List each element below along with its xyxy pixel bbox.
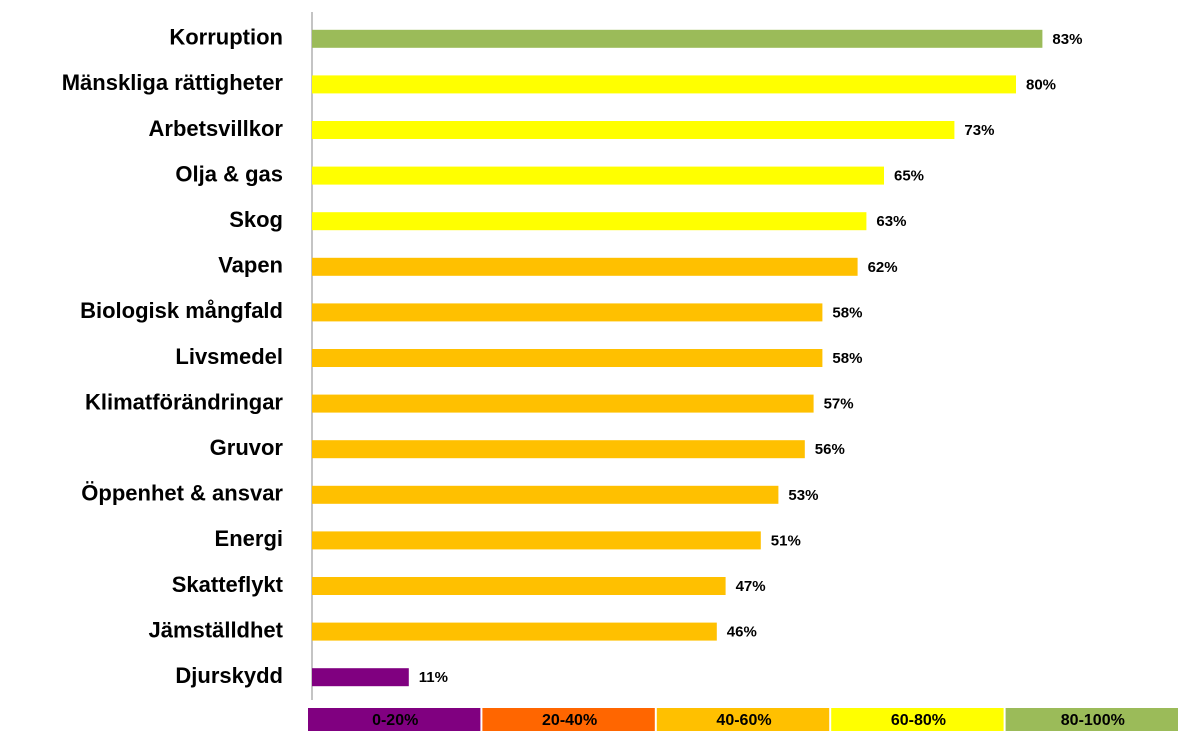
bar: [312, 577, 726, 595]
value-label: 63%: [876, 213, 906, 230]
value-label: 47%: [736, 578, 766, 595]
bar: [312, 303, 823, 322]
value-label: 80%: [1026, 76, 1056, 93]
bar: [312, 166, 884, 185]
legend-swatch: [482, 708, 655, 731]
bar: [312, 668, 409, 687]
legend-swatch: [308, 708, 481, 731]
category-label: Öppenhet & ansvar: [81, 481, 283, 506]
value-label: 83%: [1052, 31, 1082, 48]
value-label: 56%: [815, 441, 845, 458]
category-label: Gruvor: [210, 435, 284, 460]
category-label: Djurskydd: [175, 663, 283, 688]
bar: [312, 622, 717, 641]
value-label: 11%: [419, 669, 448, 686]
category-label: Jämställdhet: [149, 617, 284, 642]
bar: [312, 121, 955, 139]
bar: [312, 29, 1043, 48]
value-label: 57%: [824, 396, 854, 413]
legend-label: 0-20%: [372, 712, 418, 729]
legend-swatch: [831, 708, 1004, 731]
legend-swatch: [656, 708, 830, 731]
category-label: Korruption: [169, 25, 283, 50]
value-label: 51%: [771, 532, 801, 549]
category-label: Mänskliga rättigheter: [62, 70, 284, 95]
category-label: Olja & gas: [175, 161, 283, 186]
category-label: Skatteflykt: [172, 572, 284, 597]
bar: [312, 212, 867, 231]
bar: [312, 394, 814, 413]
value-label: 73%: [964, 122, 994, 139]
legend-swatch: [1005, 708, 1178, 731]
bar: [312, 75, 1016, 94]
category-label: Energi: [215, 526, 283, 551]
legend-label: 80-100%: [1061, 712, 1125, 729]
value-label: 62%: [868, 259, 898, 276]
bar: [312, 485, 779, 504]
category-label: Livsmedel: [175, 344, 283, 369]
value-label: 53%: [788, 487, 818, 504]
legend-label: 60-80%: [891, 712, 946, 729]
bar: [312, 440, 805, 459]
value-label: 58%: [832, 304, 862, 321]
category-label: Vapen: [218, 253, 283, 278]
value-label: 58%: [832, 350, 862, 367]
bar: [312, 257, 858, 276]
category-label: Biologisk mångfald: [80, 298, 283, 323]
value-label: 65%: [894, 168, 924, 185]
category-label: Klimatförändringar: [85, 389, 283, 414]
category-label: Skog: [229, 207, 283, 232]
legend-label: 40-60%: [716, 712, 771, 729]
legend-label: 20-40%: [542, 712, 597, 729]
value-label: 46%: [727, 624, 757, 641]
bar: [312, 531, 761, 550]
category-label: Arbetsvillkor: [149, 116, 284, 141]
bar: [312, 349, 823, 367]
